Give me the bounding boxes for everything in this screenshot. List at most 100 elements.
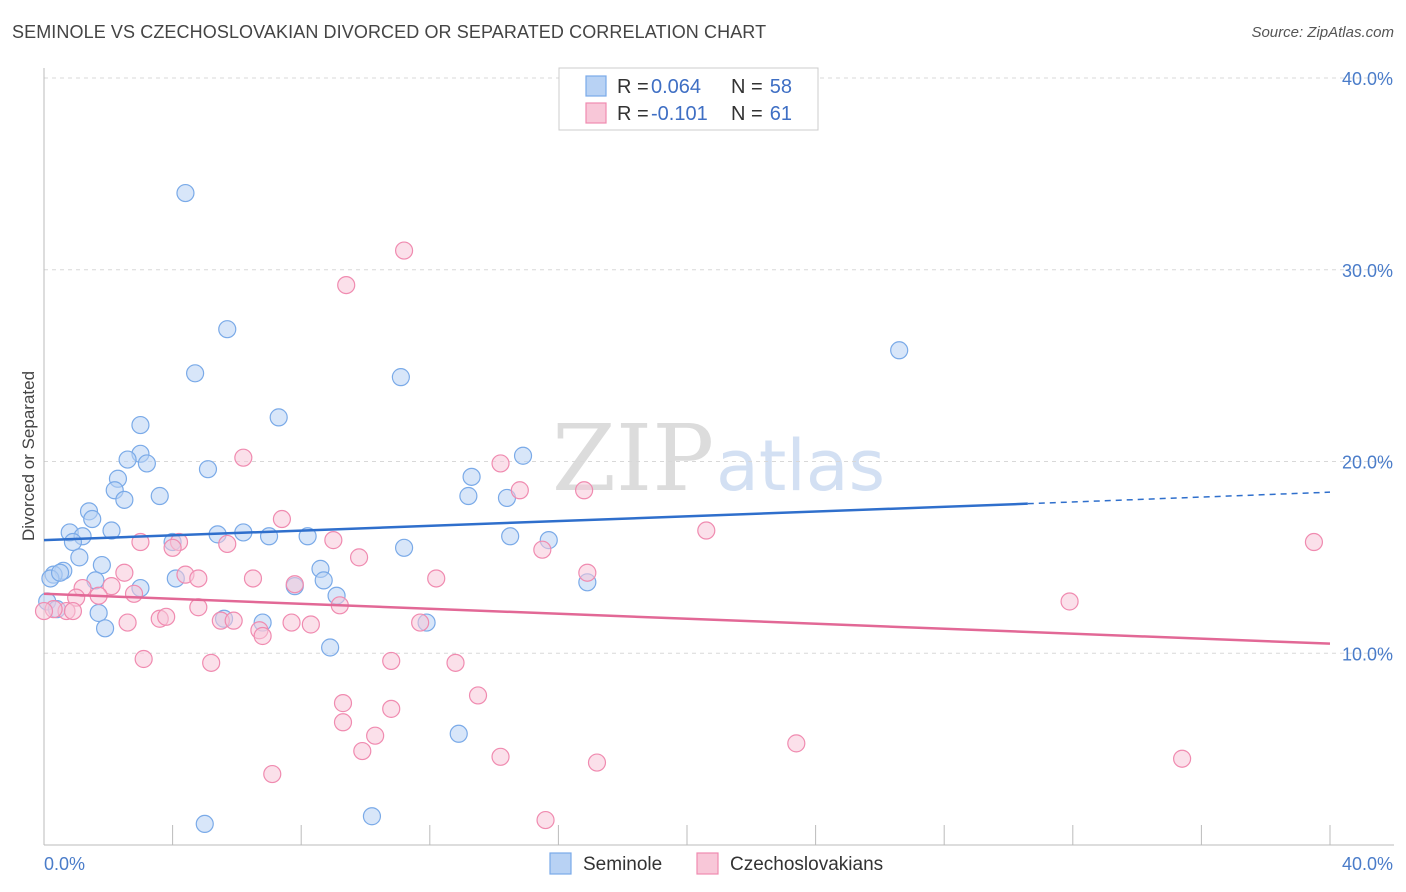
czechoslovakian-point <box>118 613 137 632</box>
czechoslovakian-point <box>157 607 176 626</box>
czechoslovakian-point <box>349 548 369 567</box>
czechoslovakian-point <box>510 481 529 500</box>
bottom-legend: Seminole Czechoslovakians <box>549 852 883 875</box>
czechoslovakian-point <box>1060 592 1079 611</box>
y-axis-label: Divorced or Separated <box>19 371 38 541</box>
czechoslovakian-point <box>394 241 414 260</box>
seminole-point <box>83 509 102 529</box>
czechoslovakian-point <box>282 613 301 632</box>
x-tick-label: 0.0% <box>44 854 85 874</box>
czechoslovakian-point <box>218 534 237 554</box>
czechoslovakian-point <box>353 741 372 761</box>
czechoslovakian-point <box>189 598 208 617</box>
czechoslovakian-point <box>587 753 607 772</box>
y-tick-label: 30.0% <box>1342 261 1393 281</box>
legend-n-value: 58 <box>770 76 792 98</box>
y-tick-label: 40.0% <box>1342 69 1393 89</box>
czechoslovakian-point <box>1173 749 1192 768</box>
czechoslovakian-point <box>202 653 221 672</box>
czechoslovakian-point <box>134 649 153 669</box>
czechoslovakian-point <box>337 275 356 295</box>
y-tick-label: 10.0% <box>1342 644 1393 664</box>
czechoslovakian-point <box>446 653 465 672</box>
czechoslovakian-trend-line <box>43 592 1331 645</box>
czechoslovakian-point <box>272 509 292 529</box>
czechoslovakian-point <box>253 626 272 646</box>
legend-swatch <box>585 75 607 97</box>
seminole-point <box>186 364 205 383</box>
seminole-point <box>394 538 414 557</box>
czechoslovakian-point <box>382 651 401 671</box>
bottom-legend-swatch <box>549 852 572 875</box>
seminole-trend-extension <box>1027 491 1331 505</box>
seminole-point <box>137 454 156 473</box>
seminole-point <box>150 486 169 506</box>
seminole-point <box>459 486 478 506</box>
seminole-point <box>50 563 70 582</box>
seminole-point <box>70 548 89 567</box>
czechoslovakian-point <box>263 764 282 784</box>
legend: R = 0.064 N = 58 R = -0.101 N = 61 <box>558 67 819 131</box>
seminole-point <box>63 532 83 552</box>
legend-r-value: -0.101 <box>651 103 708 125</box>
czechoslovakian-point <box>333 694 353 713</box>
chart-title: SEMINOLE VS CZECHOSLOVAKIAN DIVORCED OR … <box>12 22 767 42</box>
czechoslovakian-point <box>536 810 555 830</box>
czechoslovakian-point <box>491 747 510 766</box>
czechoslovakian-point <box>63 601 83 621</box>
seminole-point <box>195 814 214 834</box>
czechoslovakian-point <box>366 726 385 745</box>
czechoslovakian-point <box>533 540 552 559</box>
watermark-atlas: atlas <box>716 425 885 507</box>
seminole-point <box>462 467 481 486</box>
y-tick-label: 20.0% <box>1342 453 1393 473</box>
czechoslovakian-point <box>491 454 510 473</box>
czechoslovakian-point <box>787 734 806 753</box>
trend-lines <box>43 491 1331 645</box>
czechoslovakian-point <box>102 577 121 596</box>
czechoslovakian-point <box>285 575 304 594</box>
seminole-point <box>115 490 134 509</box>
czechoslovakian-point <box>333 713 353 732</box>
czechoslovakian-point <box>301 615 320 634</box>
seminole-point <box>176 183 195 203</box>
legend-n-value: 61 <box>770 103 792 125</box>
czechoslovakian-point <box>189 569 208 588</box>
bottom-legend-label: Czechoslovakians <box>730 854 883 875</box>
watermark-zip: ZIP <box>552 405 714 512</box>
seminole-point <box>89 603 108 623</box>
czechoslovakian-point <box>243 569 263 588</box>
czechoslovakian-point <box>224 611 243 630</box>
czechoslovakian-point <box>411 613 430 632</box>
seminole-point <box>102 521 121 540</box>
x-tick-label: 40.0% <box>1342 854 1393 874</box>
seminole-point <box>321 638 340 657</box>
seminole-point <box>449 724 468 743</box>
seminole-point <box>131 415 150 435</box>
bottom-legend-swatch <box>696 852 719 875</box>
czechoslovakian-point <box>1304 532 1324 552</box>
czechoslovakian-point <box>324 531 343 550</box>
czechoslovakian-point <box>163 538 182 557</box>
seminole-point <box>269 408 288 427</box>
czechoslovakian-point <box>382 699 401 718</box>
legend-n-label: N = <box>731 103 763 125</box>
chart-source: Source: ZipAtlas.com <box>1251 24 1394 41</box>
seminole-point <box>198 460 218 479</box>
seminole-point <box>95 619 115 638</box>
czechoslovakian-point <box>468 686 488 705</box>
czechoslovakian-point <box>34 601 54 621</box>
seminole-point <box>391 368 410 387</box>
seminole-point <box>513 446 533 465</box>
seminole-point <box>92 555 111 575</box>
grid-lines <box>44 77 1394 654</box>
legend-r-label: R = <box>617 103 649 125</box>
czechoslovakian-point <box>124 584 144 603</box>
seminole-point <box>218 320 237 339</box>
watermark: ZIP atlas <box>552 405 885 512</box>
seminole-point <box>501 527 520 546</box>
seminole-point <box>890 341 909 360</box>
seminole-point <box>314 571 333 590</box>
czechoslovakian-point <box>427 569 446 588</box>
